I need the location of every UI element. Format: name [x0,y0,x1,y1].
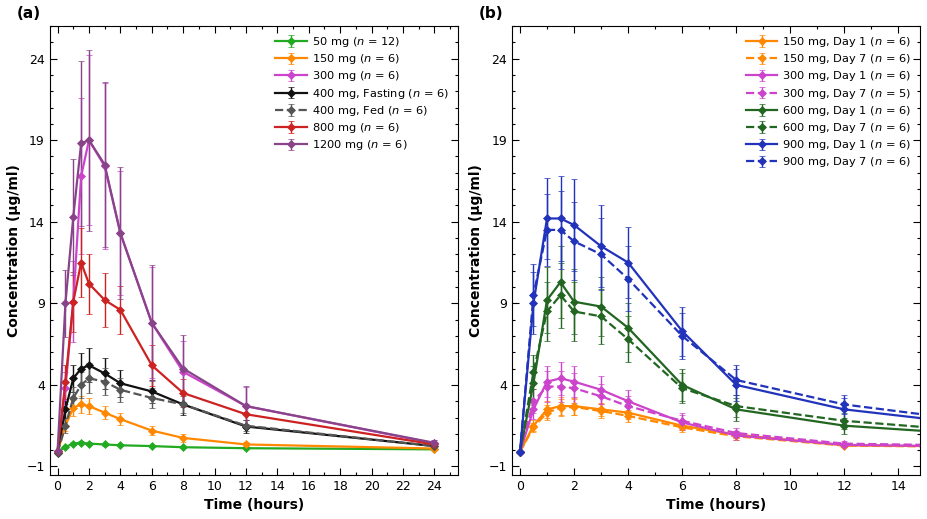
Y-axis label: Concentration (μg/ml): Concentration (μg/ml) [6,164,21,337]
X-axis label: Time (hours): Time (hours) [204,498,304,512]
X-axis label: Time (hours): Time (hours) [666,498,766,512]
Text: (a): (a) [17,6,41,21]
Y-axis label: Concentration (μg/ml): Concentration (μg/ml) [469,164,483,337]
Text: (b): (b) [479,6,503,21]
Legend: 150 mg, Day 1 ($n$ = 6), 150 mg, Day 7 ($n$ = 6), 300 mg, Day 1 ($n$ = 6), 300 m: 150 mg, Day 1 ($n$ = 6), 150 mg, Day 7 (… [743,32,914,173]
Legend: 50 mg ($n$ = 12), 150 mg ($n$ = 6), 300 mg ($n$ = 6), 400 mg, Fasting ($n$ = 6),: 50 mg ($n$ = 12), 150 mg ($n$ = 6), 300 … [272,32,452,156]
